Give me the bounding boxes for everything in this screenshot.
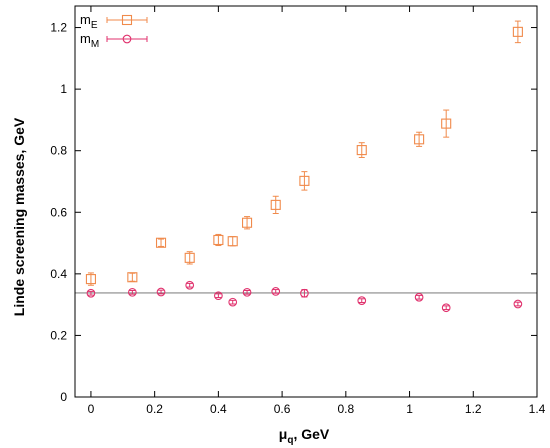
data-point bbox=[213, 234, 224, 246]
y-tick-label: 0.6 bbox=[50, 205, 67, 219]
data-point bbox=[156, 287, 166, 297]
legend-label-mE: mE bbox=[80, 12, 98, 31]
data-point bbox=[512, 26, 523, 37]
x-axis-label-main: μ bbox=[279, 426, 288, 442]
legend-label-mM: mM bbox=[80, 31, 99, 50]
y-tick-label: 1 bbox=[60, 82, 67, 96]
data-point bbox=[356, 145, 367, 156]
data-point bbox=[299, 175, 310, 186]
x-tick-label: 0.2 bbox=[146, 402, 163, 416]
data-point bbox=[441, 118, 452, 129]
series-mE bbox=[85, 20, 523, 286]
x-axis-label-rest: , GeV bbox=[293, 426, 329, 442]
x-tick-label: 1.2 bbox=[465, 402, 482, 416]
x-tick-label: 1 bbox=[406, 402, 413, 416]
data-point bbox=[127, 272, 138, 283]
y-tick-label: 1.2 bbox=[50, 21, 67, 35]
legend-label-sub: E bbox=[91, 20, 98, 31]
x-tick-label: 1.4 bbox=[529, 402, 546, 416]
data-point bbox=[242, 287, 252, 297]
data-point bbox=[441, 303, 451, 313]
plot-frame bbox=[74, 5, 538, 398]
series-mM bbox=[86, 280, 523, 313]
data-point bbox=[513, 299, 523, 309]
data-point bbox=[228, 297, 238, 307]
legend-label-main: m bbox=[80, 12, 91, 27]
data-point bbox=[155, 237, 167, 248]
x-tick-label: 0.6 bbox=[274, 402, 291, 416]
data-point bbox=[300, 288, 309, 298]
legend-label-sub: M bbox=[91, 39, 99, 50]
y-tick-label: 0.4 bbox=[50, 267, 67, 281]
data-point bbox=[414, 134, 425, 145]
legend-marker bbox=[122, 34, 132, 44]
y-axis-label: Linde screening masses, GeV bbox=[11, 117, 27, 316]
data-point bbox=[86, 288, 96, 298]
x-axis-label-sub: q bbox=[287, 435, 293, 446]
legend-marker bbox=[121, 14, 133, 26]
y-tick-label: 0.8 bbox=[50, 144, 67, 158]
data-point bbox=[242, 217, 253, 228]
y-tick-label: 0 bbox=[60, 390, 67, 404]
data-point bbox=[214, 291, 223, 301]
data-point bbox=[227, 236, 238, 247]
x-tick-label: 0 bbox=[88, 402, 95, 416]
y-tick-label: 0.2 bbox=[50, 328, 67, 342]
data-point bbox=[185, 280, 195, 290]
data-point bbox=[271, 287, 281, 296]
data-point bbox=[85, 274, 96, 285]
data-point bbox=[270, 199, 281, 210]
data-point bbox=[128, 287, 137, 297]
x-tick-label: 0.8 bbox=[337, 402, 354, 416]
data-point bbox=[184, 252, 195, 263]
legend-label-main: m bbox=[80, 31, 91, 46]
data-point bbox=[357, 296, 367, 305]
x-axis-label: μq, GeV bbox=[279, 426, 330, 446]
x-tick-label: 0.4 bbox=[210, 402, 227, 416]
data-point bbox=[414, 292, 424, 302]
